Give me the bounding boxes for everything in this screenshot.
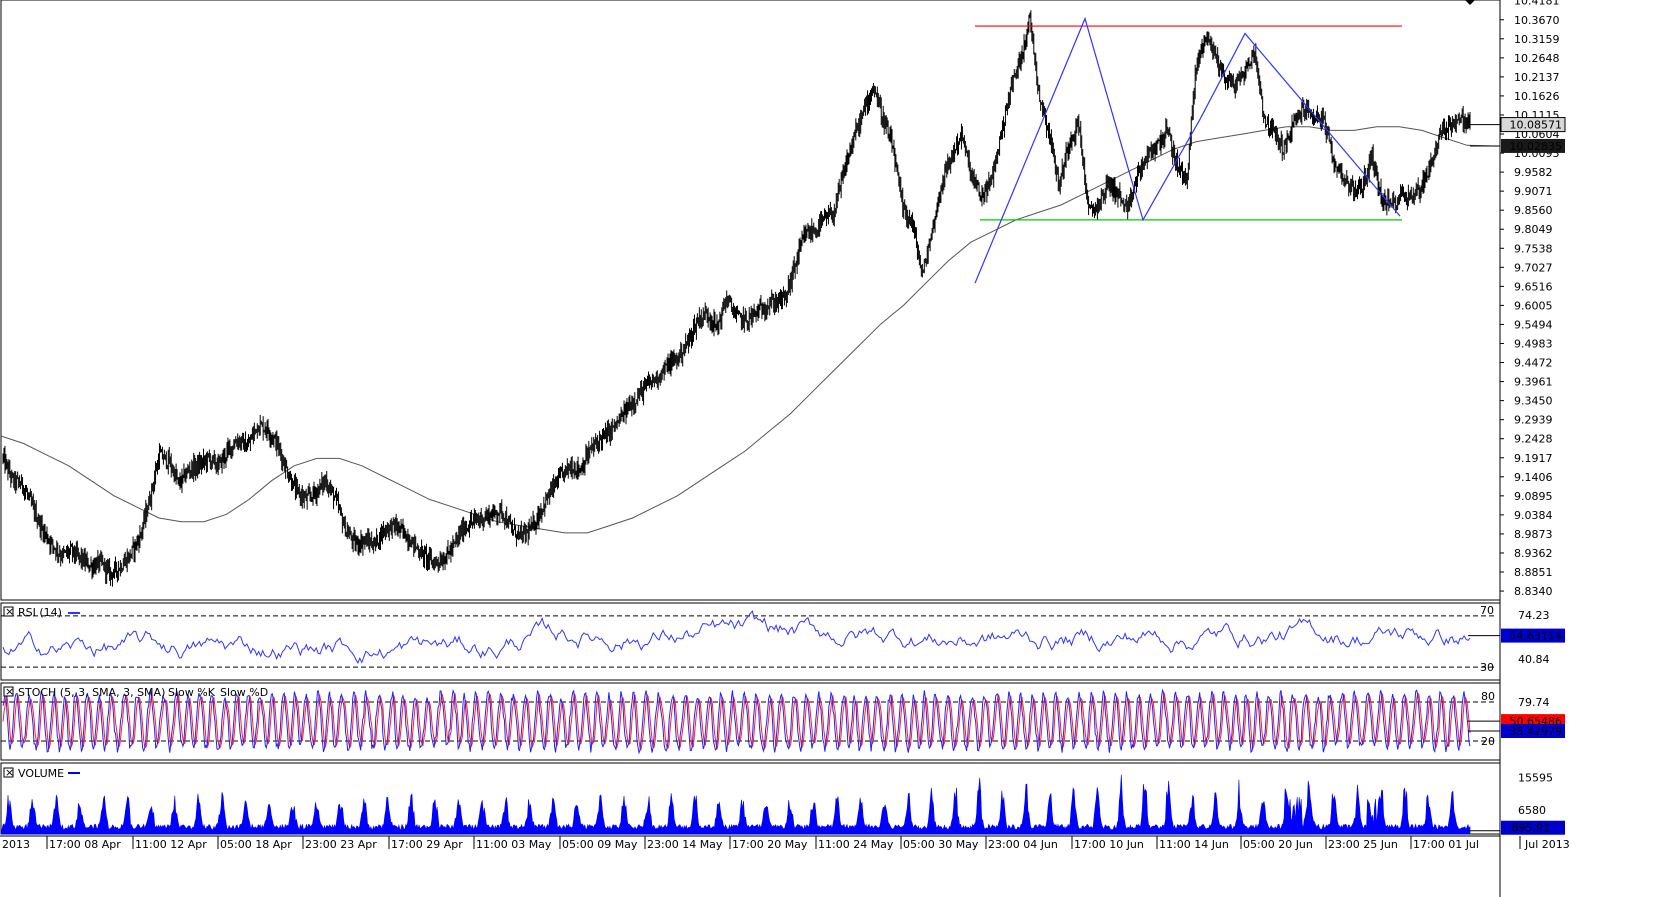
current-price-label: 10.08571 <box>1510 119 1563 132</box>
rsi-level-30-label: 30 <box>1480 661 1494 674</box>
stoch-tick-79: 79.74 <box>1518 696 1550 709</box>
moving-average-line <box>0 126 1498 534</box>
price-tick-label: 9.6005 <box>1514 299 1553 312</box>
x-tick-label: 2013 <box>2 838 30 851</box>
volume-area <box>0 774 1471 835</box>
rsi-level-70-label: 70 <box>1480 604 1494 617</box>
volume-tick-15595: 15595 <box>1518 771 1553 784</box>
volume-frame <box>0 762 1501 835</box>
ma-value-label: 10.02835 <box>1510 140 1563 153</box>
price-tick-label: 8.8851 <box>1514 566 1553 579</box>
rsi-toggle-icon <box>3 606 14 617</box>
x-tick-label: Jul 2013 <box>1524 838 1570 851</box>
x-tick-label: 11:00 24 May <box>818 838 894 851</box>
stoch-d-line <box>2 692 1471 751</box>
stoch-level-80-label: 80 <box>1481 690 1495 703</box>
x-tick-label: 17:00 01 Jul <box>1413 838 1479 851</box>
x-tick-label: 17:00 10 Jun <box>1074 838 1144 851</box>
volume-toggle-icon <box>3 767 14 778</box>
volume-panel: × VOLUME 15595 6580 895.91 <box>0 762 1565 835</box>
rsi-line <box>2 610 1471 665</box>
rsi-tick-40: 40.84 <box>1518 653 1550 666</box>
scroll-marker-icon <box>1465 0 1475 5</box>
x-tick-label: 11:00 14 Jun <box>1159 838 1229 851</box>
price-plot-frame <box>0 0 1501 601</box>
price-tick-label: 9.4472 <box>1514 357 1553 370</box>
price-tick-label: 10.3159 <box>1514 33 1560 46</box>
price-tick-label: 9.3450 <box>1514 395 1553 408</box>
volume-current-value: 895.91 <box>1512 822 1551 835</box>
price-tick-label: 8.8340 <box>1514 585 1553 598</box>
price-panel: 10.4181 10.3670 10.3159 10.2648 10.2137 10.16… <box>0 0 1566 897</box>
price-tick-label: 10.2137 <box>1514 71 1560 84</box>
rsi-panel: × RSI (14) 70 30 74.23 40.84 54.63114 <box>0 602 1565 681</box>
rsi-toggle-x: × <box>5 605 14 618</box>
x-tick-label: 17:00 29 Apr <box>391 838 463 851</box>
x-tick-label: 05:00 30 May <box>903 838 979 851</box>
price-tick-label: 9.0895 <box>1514 490 1553 503</box>
price-tick-top: 10.4181 <box>1514 0 1560 8</box>
stoch-panel: × STOCH (5, 3, SMA, 3, SMA) Slow %K Slow %D… <box>0 682 1565 761</box>
volume-title: VOLUME <box>18 767 64 780</box>
price-tick-label: 9.3961 <box>1514 376 1553 389</box>
rsi-frame <box>0 602 1501 681</box>
x-tick-label: 23:00 04 Jun <box>988 838 1058 851</box>
price-tick-label: 9.9582 <box>1514 166 1553 179</box>
x-tick-label: 05:00 09 May <box>562 838 638 851</box>
rsi-title: RSI (14) <box>18 606 62 619</box>
price-tick-label: 10.1626 <box>1514 90 1560 103</box>
price-tick-label: 9.2428 <box>1514 433 1553 446</box>
stoch-toggle-icon <box>3 686 14 697</box>
volume-tick-6580: 6580 <box>1518 804 1546 817</box>
price-tick-label: 9.1406 <box>1514 471 1553 484</box>
price-tick-label: 10.2648 <box>1514 52 1560 65</box>
price-tick-label: 9.4983 <box>1514 337 1553 350</box>
x-tick-label: 23:00 25 Jun <box>1328 838 1398 851</box>
x-tick-label: 17:00 08 Apr <box>49 838 121 851</box>
price-tick-label: 10.3670 <box>1514 14 1560 27</box>
volume-toggle-x: × <box>5 766 14 779</box>
x-tick-label: 05:00 18 Apr <box>220 838 292 851</box>
price-tick-label: 9.6516 <box>1514 280 1553 293</box>
x-tick-label: 17:00 20 May <box>732 838 808 851</box>
x-tick-label: 23:00 23 Apr <box>305 838 377 851</box>
rsi-value-bg <box>1501 628 1565 643</box>
x-tick-label: 23:00 14 May <box>647 838 723 851</box>
price-tick-label: 9.8049 <box>1514 223 1553 236</box>
stoch-d-value-bg <box>1501 723 1565 738</box>
price-tick-label: 9.7538 <box>1514 242 1553 255</box>
price-tick-label: 8.9362 <box>1514 547 1553 560</box>
price-tick-label: 9.7027 <box>1514 261 1553 274</box>
stoch-d-legend: Slow %D <box>220 686 268 699</box>
x-tick-label: 11:00 03 May <box>476 838 552 851</box>
x-tick-label: 05:00 20 Jun <box>1243 838 1313 851</box>
price-tick-label: 9.0384 <box>1514 509 1553 522</box>
price-bars <box>2 10 1471 587</box>
rsi-tick-74: 74.23 <box>1518 609 1550 622</box>
stoch-toggle-x: × <box>5 685 14 698</box>
price-tick-label: 9.8560 <box>1514 204 1553 217</box>
ma-label-bg <box>1501 138 1565 153</box>
price-tick-label: 8.9873 <box>1514 528 1553 541</box>
stoch-level-20-label: 20 <box>1481 735 1495 748</box>
stoch-title: STOCH (5, 3, SMA, 3, SMA) <box>18 686 165 699</box>
pattern-line <box>974 16 1401 284</box>
rsi-current-value: 54.63114 <box>1510 630 1563 643</box>
volume-value-bg <box>1501 820 1565 835</box>
x-tick-label: 11:00 12 Apr <box>135 838 207 851</box>
price-tick-label: 9.1917 <box>1514 452 1553 465</box>
x-axis: 2013 17:00 08 Apr 11:00 12 Apr 05:00 18 Apr… <box>0 835 1570 851</box>
stoch-d-value: 35.42979 <box>1510 725 1563 738</box>
price-tick-label: 9.9071 <box>1514 185 1553 198</box>
price-tick-label: 9.5494 <box>1514 318 1553 331</box>
stoch-k-legend: Slow %K <box>168 686 216 699</box>
price-tick-label: 9.2939 <box>1514 414 1553 427</box>
stoch-k-line <box>2 688 1471 755</box>
current-price-bg <box>1500 117 1566 133</box>
